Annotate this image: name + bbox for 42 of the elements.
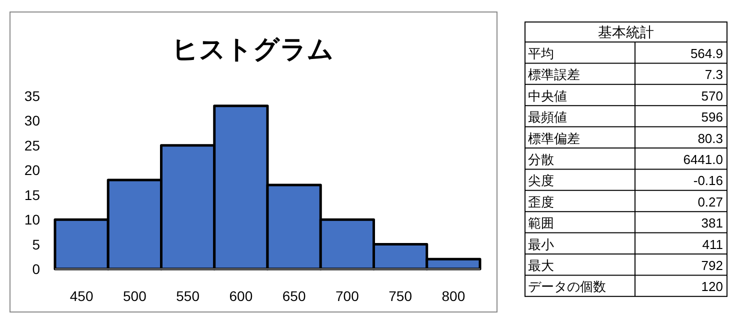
category-label: 最頻値 [528, 110, 567, 125]
data-label: 570 [701, 88, 723, 104]
category-label: 平均 [528, 46, 554, 61]
data-label: 596 [701, 110, 723, 125]
y-tick-label: 15 [24, 186, 40, 203]
category-label: 標準誤差 [528, 67, 580, 82]
category-label: 分散 [528, 152, 554, 167]
x-tick-label: 600 [229, 288, 253, 304]
y-tick-label: 35 [24, 88, 40, 104]
category-label: 尖度 [528, 173, 554, 188]
category-label: 範囲 [528, 216, 554, 231]
category-label: 中央値 [528, 88, 567, 104]
category-label: 最小 [528, 236, 554, 252]
y-tick-label: 10 [24, 212, 40, 228]
category-label: 歪度 [528, 194, 554, 210]
y-tick-label: 20 [24, 162, 40, 178]
x-tick-label: 450 [70, 288, 94, 304]
data-label: 792 [701, 258, 723, 273]
chart-title: ヒストグラム [172, 34, 334, 64]
data-label: 411 [702, 236, 723, 252]
y-tick-label: 0 [32, 261, 40, 277]
data-label: 564.9 [690, 46, 723, 61]
text: 基本統計 [598, 24, 654, 40]
category-label: 標準偏差 [528, 130, 580, 146]
y-tick-label: 25 [24, 137, 40, 154]
data-label: 7.3 [704, 67, 723, 82]
data-label: 381 [701, 216, 723, 231]
data-label: 0.27 [698, 194, 723, 210]
x-tick-label: 500 [123, 288, 147, 304]
x-tick-label: 750 [388, 288, 412, 304]
x-tick-label: 700 [336, 288, 360, 304]
data-label: 80.3 [698, 130, 723, 146]
data-label: 120 [701, 279, 723, 294]
y-tick-label: 5 [32, 236, 40, 252]
data-label: -0.16 [693, 173, 723, 188]
data-label: 6441.0 [683, 152, 723, 167]
x-tick-label: 550 [176, 288, 200, 304]
category-label: 最大 [528, 258, 554, 273]
category-label: データの個数 [528, 279, 606, 294]
x-tick-label: 650 [282, 288, 306, 304]
x-tick-label: 800 [442, 288, 466, 304]
y-tick-label: 30 [24, 112, 40, 129]
